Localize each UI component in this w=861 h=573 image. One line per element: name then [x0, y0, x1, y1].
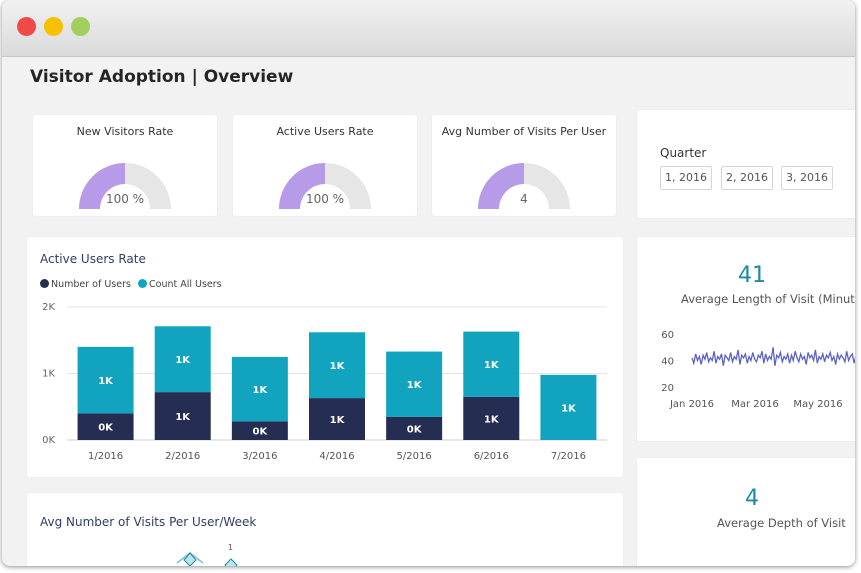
- kpi-title: New Visitors Rate: [76, 125, 174, 138]
- bar-segment: [231, 356, 288, 422]
- kpi-card-new-visitors[interactable]: New Visitors Rate 100 %: [33, 115, 217, 216]
- bar-segment: [309, 332, 365, 399]
- x-tick-label: May 2016: [793, 399, 842, 410]
- avg-depth-card[interactable]: 4 Average Depth of Visit: [637, 458, 855, 566]
- x-tick-label: Jan 2016: [669, 399, 714, 410]
- bar-data-label: 1K: [561, 403, 577, 414]
- avg-visits-week-card[interactable]: Avg Number of Visits Per User/Week 1: [27, 493, 623, 566]
- bar-segment: [463, 331, 520, 397]
- x-tick-label: 6/2016: [474, 451, 509, 462]
- kpi-title: Active Users Rate: [276, 125, 374, 138]
- data-marker: [224, 558, 238, 566]
- x-tick-label: 1/2016: [88, 451, 123, 462]
- gauge-value: 4: [520, 192, 528, 206]
- report-window: Visitor Adoption | Overview New Visitors…: [2, 0, 855, 566]
- chart-title: Avg Number of Visits Per User/Week: [40, 515, 257, 529]
- close-window-icon[interactable]: [17, 17, 36, 36]
- chart-legend: Number of Users Count All Users: [40, 279, 222, 290]
- bar-segment: [463, 396, 520, 440]
- bar-data-label: 1K: [175, 355, 191, 366]
- x-tick-label: 2/2016: [165, 451, 200, 462]
- chart-title: Active Users Rate: [40, 252, 146, 266]
- bar-data-label: 0K: [252, 427, 268, 438]
- y-tick-label: 2K: [42, 302, 55, 313]
- avg-length-card[interactable]: 41 Average Length of Visit (Minutes) 20 4…: [637, 237, 855, 441]
- bar-segment: [231, 421, 288, 440]
- bar-segment: [154, 326, 211, 393]
- bar-segment: [77, 346, 134, 414]
- slicer-option-q3[interactable]: 3, 2016: [781, 166, 833, 190]
- window-titlebar: [2, 0, 855, 57]
- slicer-option-q1[interactable]: 1, 2016: [660, 166, 712, 190]
- kpi-card-active-users[interactable]: Active Users Rate 100 %: [233, 115, 417, 216]
- visit-length-line-chart: 20 40 60 Jan 2016 Mar 2016 May 2016: [661, 330, 855, 410]
- headline-value: 41: [738, 263, 766, 288]
- kpi-title: Avg Number of Visits Per User: [441, 125, 607, 138]
- y-tick-label: 60: [661, 330, 674, 341]
- page-title: Visitor Adoption | Overview: [30, 67, 294, 87]
- x-tick-label: 5/2016: [397, 451, 432, 462]
- y-tick-label: 1K: [42, 369, 55, 380]
- gauge-value: 100 %: [105, 192, 145, 206]
- bar-data-label: 1K: [98, 376, 114, 387]
- bar-data-label: 1K: [330, 361, 346, 372]
- y-tick-label: 20: [661, 383, 674, 394]
- bar-data-label: 1K: [407, 380, 423, 391]
- y-tick-label: 0K: [42, 435, 55, 446]
- data-label: 1: [228, 543, 234, 552]
- gauge-value: 100 %: [305, 192, 345, 206]
- gauge-chart: [478, 163, 570, 209]
- gauge-chart: [279, 163, 371, 209]
- gauge-chart: [79, 163, 171, 209]
- bar-data-label: 1K: [252, 385, 268, 396]
- stacked-bar-chart: 0K 1K 2K 0K 1K 1/2016 1K 1K 2/2016 0K 1K 3/2016 1K 1K…: [42, 302, 607, 462]
- slicer-title: Quarter: [660, 146, 707, 160]
- data-marker: [183, 552, 197, 566]
- bar-segment: [386, 351, 443, 417]
- visits-week-line-chart: [176, 552, 238, 566]
- bar-data-label: 1K: [330, 415, 346, 426]
- kpi-card-avg-visits[interactable]: Avg Number of Visits Per User 4: [432, 115, 616, 216]
- card-title: Average Depth of Visit: [717, 516, 846, 530]
- bar-data-label: 1K: [484, 414, 500, 425]
- bar-segment: [540, 374, 597, 440]
- slicer-option-q2[interactable]: 2, 2016: [721, 166, 773, 190]
- bar-data-label: 1K: [175, 412, 191, 423]
- quarter-slicer[interactable]: Quarter 1, 2016 2, 2016 3, 2016: [637, 110, 855, 218]
- bar-data-label: 0K: [98, 423, 114, 434]
- gauge-fill: [478, 163, 524, 209]
- bar-data-label: 1K: [484, 360, 500, 371]
- x-tick-label: 3/2016: [242, 451, 277, 462]
- gauge-fill: [79, 163, 125, 209]
- bar-segment: [386, 416, 443, 440]
- minimize-window-icon[interactable]: [44, 17, 63, 36]
- zoom-window-icon[interactable]: [71, 17, 90, 36]
- active-users-chart-card[interactable]: Active Users Rate Number of Users Count …: [27, 237, 623, 477]
- series-line: [691, 347, 855, 366]
- legend-swatch-count-all-users: [138, 279, 147, 288]
- x-tick-label: 4/2016: [319, 451, 354, 462]
- y-tick-label: 40: [661, 357, 674, 368]
- legend-swatch-number-of-users: [40, 279, 49, 288]
- headline-value: 4: [745, 486, 759, 511]
- x-tick-label: 7/2016: [551, 451, 586, 462]
- gauge-fill: [279, 163, 325, 209]
- bar-segment: [309, 398, 365, 440]
- x-tick-label: Mar 2016: [731, 399, 779, 410]
- legend-label: Count All Users: [149, 279, 222, 290]
- bar-data-label: 0K: [407, 424, 423, 435]
- bar-segment: [77, 413, 134, 440]
- bar-segment: [154, 392, 211, 440]
- card-title: Average Length of Visit (Minutes): [681, 292, 855, 306]
- legend-label: Number of Users: [51, 279, 131, 290]
